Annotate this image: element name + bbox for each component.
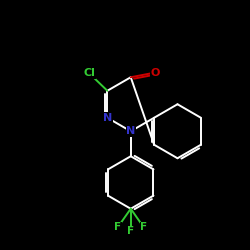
- Text: F: F: [127, 226, 134, 236]
- Text: O: O: [150, 68, 160, 78]
- Text: F: F: [140, 222, 147, 232]
- Text: F: F: [114, 222, 122, 232]
- Text: N: N: [103, 113, 112, 123]
- Text: N: N: [126, 126, 135, 136]
- Text: Cl: Cl: [84, 68, 95, 78]
